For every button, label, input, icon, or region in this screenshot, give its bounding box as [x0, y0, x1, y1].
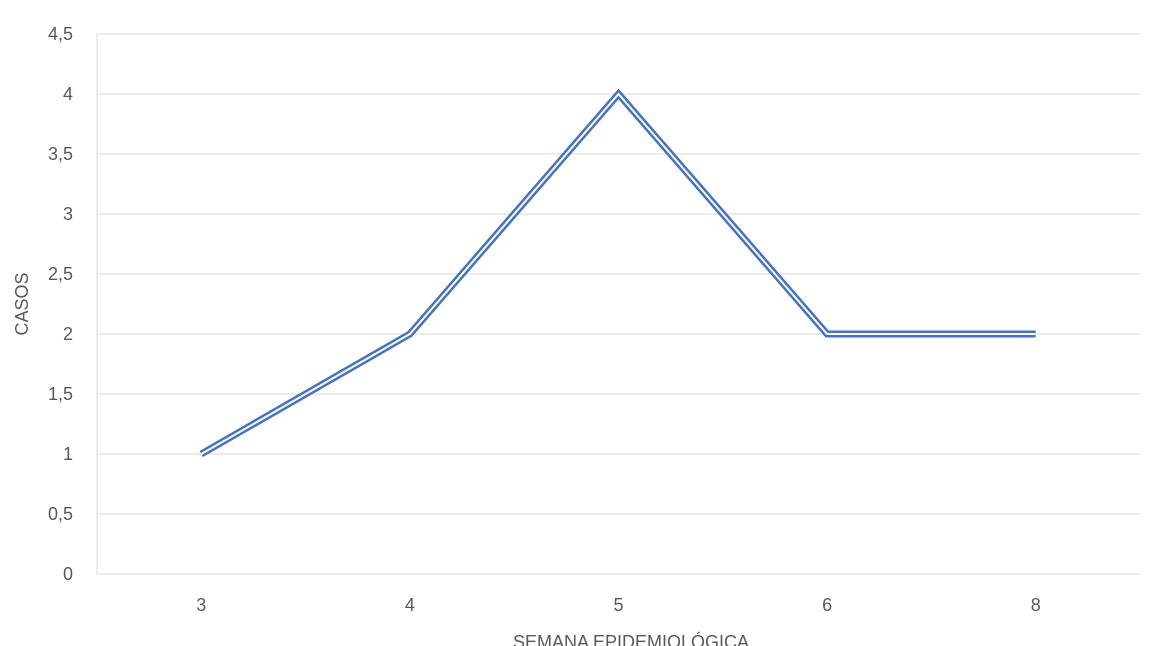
- y-tick-label: 4,5: [48, 24, 73, 44]
- y-tick-label: 0: [63, 564, 73, 584]
- series-line-inner: [200, 92, 1036, 455]
- y-tick-label: 1,5: [48, 384, 73, 404]
- x-tick-label: 8: [1031, 595, 1041, 615]
- x-tick-labels: 3 4 5 6 8: [196, 595, 1040, 615]
- y-tick-label: 4: [63, 84, 73, 104]
- y-tick-label: 0,5: [48, 504, 73, 524]
- x-tick-label: 5: [613, 595, 623, 615]
- gridlines: [97, 33, 1140, 515]
- x-tick-label: 4: [405, 595, 415, 615]
- y-tick-label: 1: [63, 444, 73, 464]
- y-tick-label: 3,5: [48, 144, 73, 164]
- x-axis-title: SEMANA EPIDEMIOLÓGICA: [513, 631, 749, 646]
- axes: [96, 34, 1140, 575]
- series-lines: [199, 88, 1036, 458]
- x-tick-label: 6: [822, 595, 832, 615]
- y-tick-label: 2,5: [48, 264, 73, 284]
- y-axis-title: CASOS: [12, 272, 32, 335]
- x-tick-label: 3: [196, 595, 206, 615]
- y-tick-label: 3: [63, 204, 73, 224]
- y-tick-label: 2: [63, 324, 73, 344]
- y-tick-labels: 0 0,5 1 1,5 2 2,5 3 3,5 4 4,5: [48, 24, 73, 584]
